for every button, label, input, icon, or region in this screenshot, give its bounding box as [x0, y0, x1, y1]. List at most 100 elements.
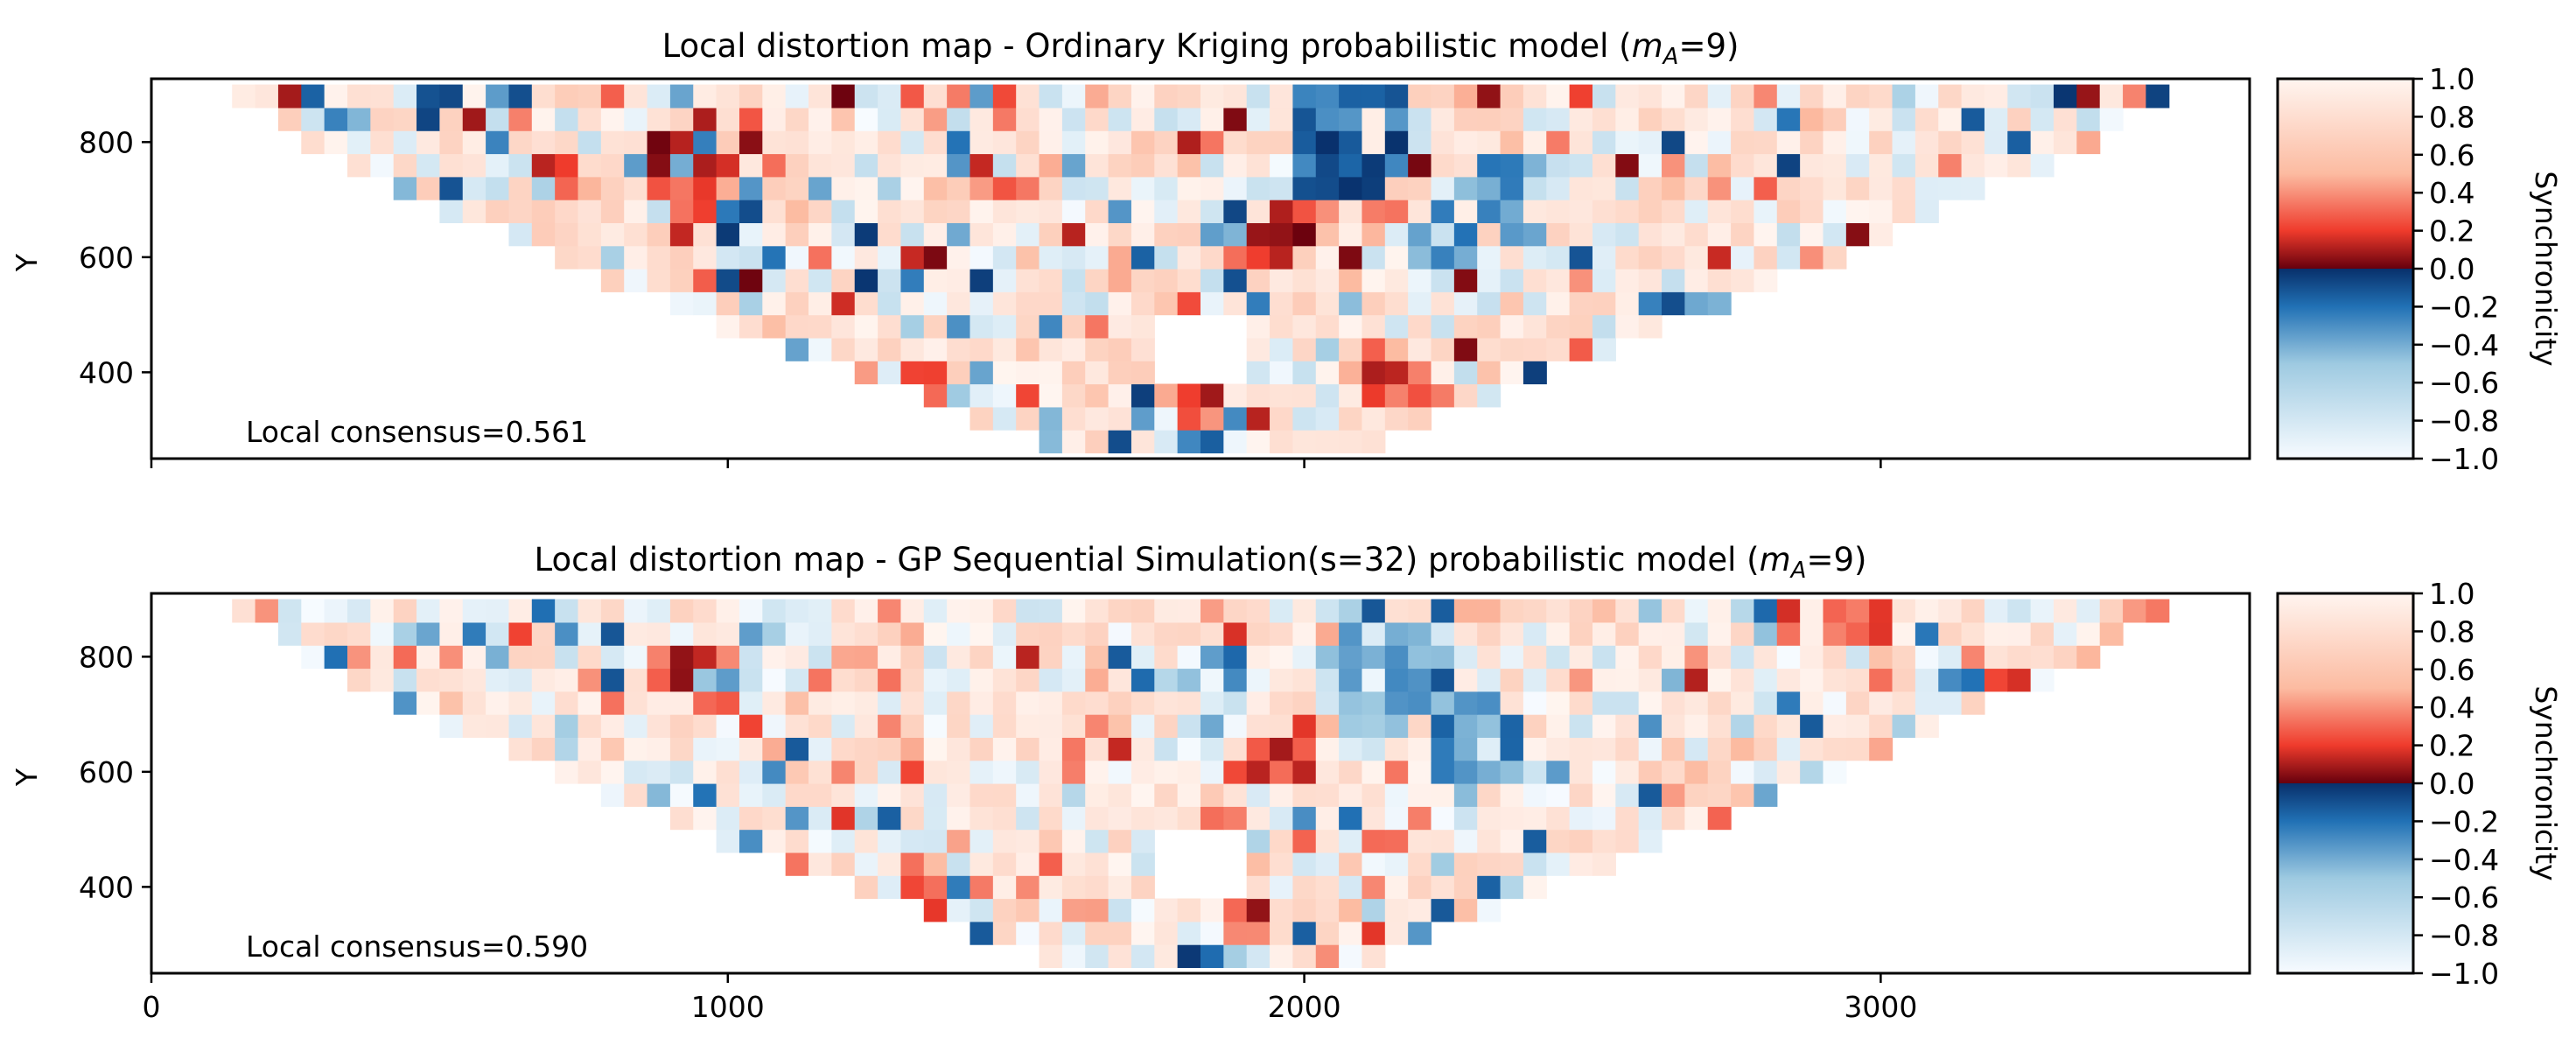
heatmap-cell — [900, 361, 925, 385]
heatmap-cell — [1431, 130, 1455, 155]
heatmap-cell — [1477, 621, 1502, 646]
heatmap-cell — [1592, 222, 1616, 247]
heatmap-cell — [1776, 153, 1801, 178]
heatmap-cell — [1731, 153, 1755, 178]
heatmap-cell — [1154, 599, 1179, 623]
heatmap-cell — [1500, 737, 1524, 761]
heatmap-cell — [1914, 176, 1939, 200]
heatmap-cell — [992, 84, 1017, 109]
heatmap-cell — [854, 269, 878, 292]
heatmap-cell — [1108, 176, 1132, 200]
heatmap-cell — [1869, 130, 1894, 155]
heatmap-cell — [785, 222, 809, 247]
heatmap-cell — [1039, 599, 1063, 623]
heatmap-cell — [1684, 269, 1709, 292]
heatmap-cell — [1177, 430, 1201, 454]
y-tick-label: 400 — [79, 355, 134, 389]
heatmap-cell — [831, 645, 856, 670]
heatmap-cell — [947, 153, 971, 178]
heatmap-cell — [1315, 921, 1340, 945]
heatmap-cell — [1270, 130, 1293, 155]
heatmap-cell — [1384, 898, 1409, 922]
heatmap-cell — [1638, 245, 1662, 270]
heatmap-cell — [1108, 668, 1132, 692]
heatmap-cell — [808, 314, 832, 339]
heatmap-cell — [947, 337, 971, 361]
heatmap-cell — [970, 130, 994, 155]
heatmap-cell — [1200, 921, 1224, 945]
heatmap-cell — [1869, 737, 1894, 761]
heatmap-cell — [1823, 176, 1847, 200]
heatmap-cell — [1061, 944, 1086, 969]
heatmap-cell — [1246, 829, 1270, 853]
heatmap-cell — [762, 176, 787, 200]
heatmap-cell — [1246, 668, 1270, 692]
heatmap-cell — [1061, 691, 1086, 715]
heatmap-cell — [992, 130, 1017, 155]
heatmap-cell — [1223, 383, 1248, 408]
heatmap-cell — [1270, 406, 1293, 431]
heatmap-cell — [647, 245, 671, 270]
colorbar-tick-label: 0.6 — [2429, 653, 2474, 687]
heatmap-cell — [1800, 760, 1824, 784]
heatmap-cell — [2030, 84, 2054, 109]
heatmap-cell — [947, 200, 971, 223]
heatmap-cell — [324, 84, 348, 109]
heatmap-cell — [1039, 621, 1063, 646]
heatmap-cell — [1707, 176, 1732, 200]
heatmap-cell — [1339, 760, 1363, 784]
heatmap-cell — [1039, 691, 1063, 715]
heatmap-cell — [1154, 621, 1179, 646]
heatmap-cell — [1615, 783, 1640, 807]
heatmap-cell — [1408, 314, 1432, 339]
heatmap-cell — [1130, 430, 1155, 454]
heatmap-cell — [1914, 645, 1939, 670]
heatmap-cell — [970, 668, 994, 692]
heatmap-cell — [346, 645, 371, 670]
heatmap-cell — [1522, 176, 1547, 200]
heatmap-cell — [923, 383, 948, 408]
heatmap-cell — [1315, 361, 1340, 385]
heatmap-cell — [1662, 737, 1685, 761]
heatmap-cell — [1662, 245, 1685, 270]
heatmap-cell — [1546, 621, 1571, 646]
heatmap-cell — [1085, 875, 1110, 900]
heatmap-cell — [1569, 337, 1593, 361]
heatmap-cell — [992, 829, 1017, 853]
heatmap-cell — [1061, 668, 1086, 692]
heatmap-cell — [1108, 383, 1132, 408]
heatmap-cell — [1662, 291, 1685, 316]
heatmap-cell — [1061, 599, 1086, 623]
heatmap-cell — [624, 107, 648, 131]
heatmap-cell — [900, 691, 925, 715]
colorbar-tick-label: −0.8 — [2429, 404, 2499, 438]
heatmap-cell — [647, 130, 671, 155]
heatmap-cell — [1061, 291, 1086, 316]
heatmap-cell — [1108, 314, 1132, 339]
heatmap-cell — [1615, 176, 1640, 200]
heatmap-cell — [1500, 245, 1524, 270]
heatmap-cell — [1500, 153, 1524, 178]
heatmap-cell — [1339, 406, 1363, 431]
heatmap-cell — [647, 714, 671, 738]
heatmap-cell — [900, 269, 925, 292]
heatmap-cell — [1085, 783, 1110, 807]
heatmap-cell — [947, 314, 971, 339]
heatmap-cell — [1154, 245, 1179, 270]
heatmap-cell — [738, 806, 763, 831]
heatmap-cell — [992, 314, 1017, 339]
heatmap-cell — [1845, 176, 1870, 200]
heatmap-cell — [808, 668, 832, 692]
heatmap-cell — [1845, 200, 1870, 223]
heatmap-cell — [1431, 645, 1455, 670]
heatmap-cell — [462, 153, 486, 178]
heatmap-cell — [393, 645, 417, 670]
heatmap-cell — [762, 829, 787, 853]
heatmap-cell — [1800, 84, 1824, 109]
heatmap-cell — [1453, 176, 1478, 200]
heatmap-cell — [1362, 153, 1386, 178]
heatmap-cell — [1869, 84, 1894, 109]
heatmap-cell — [900, 668, 925, 692]
heatmap-cell — [1453, 668, 1478, 692]
heatmap-cell — [1130, 921, 1155, 945]
